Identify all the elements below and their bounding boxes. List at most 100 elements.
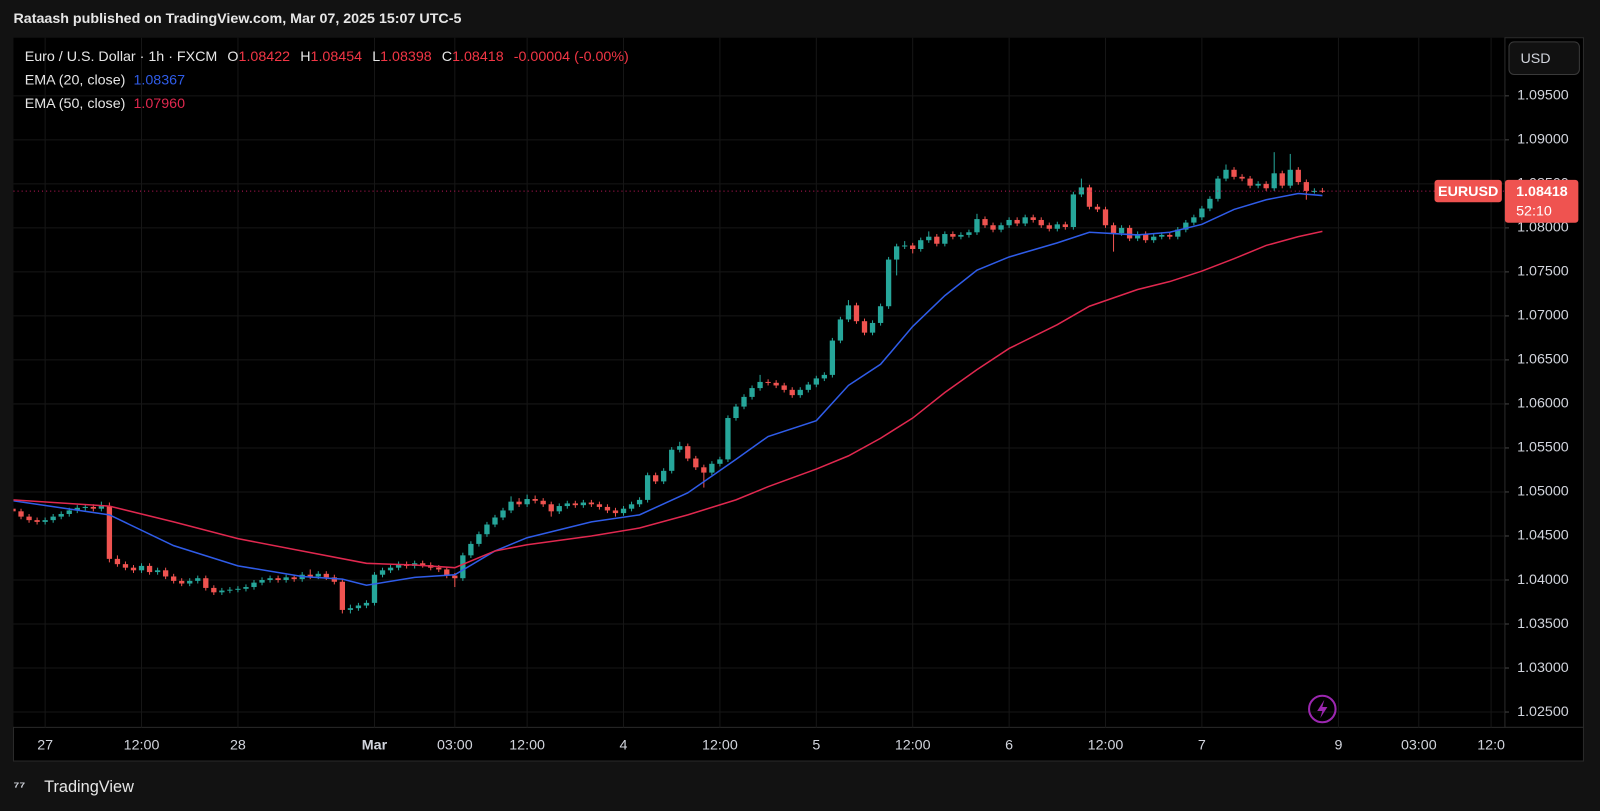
candle-body	[725, 418, 731, 460]
x-tick-label: 9	[1334, 737, 1342, 753]
candle-body	[869, 322, 876, 333]
candle-body	[508, 501, 514, 511]
candle-body	[781, 385, 787, 390]
candle-body	[588, 502, 595, 505]
candle-body	[227, 589, 233, 591]
candle-body	[773, 382, 779, 386]
change-pct: (-0.00%)	[574, 49, 629, 65]
symbol-tag-bg	[1434, 179, 1502, 203]
ema-name: EMA (50, close)	[25, 96, 126, 112]
currency-button[interactable]	[1508, 41, 1580, 75]
candle-body	[460, 555, 466, 579]
candle-body	[34, 520, 40, 522]
currency[interactable]: USD	[1520, 51, 1550, 67]
x-tick-label: 12:00	[1088, 737, 1124, 753]
candle-body	[661, 470, 667, 482]
candle-body	[74, 507, 80, 511]
candle-body	[572, 503, 578, 506]
legend-ema50: EMA (50, close) 1.07960	[25, 96, 185, 112]
candle-body	[556, 506, 562, 512]
candle-body	[1046, 225, 1052, 229]
ema-name: EMA (20, close)	[25, 72, 126, 88]
candle-body	[13, 508, 16, 512]
legend-ohlc: Euro / U.S. Dollar · 1h · FXCM O1.08422 …	[25, 49, 629, 65]
alert-icon[interactable]	[1308, 694, 1337, 724]
brand-logo: ⁷⁷	[13, 779, 25, 795]
candle-body	[805, 384, 811, 390]
candle-body	[171, 576, 177, 581]
ema-line	[13, 230, 1323, 569]
candle-body	[604, 506, 611, 511]
candle-body	[1263, 183, 1269, 189]
candle-body	[1231, 169, 1237, 177]
x-tick-label: 12:00	[895, 737, 931, 753]
candle-body	[910, 245, 916, 250]
candle-body	[1151, 236, 1157, 241]
candle-body	[18, 511, 24, 517]
candle-body	[934, 236, 940, 244]
high-label: H	[300, 49, 310, 65]
y-tick-label: 1.07500	[1517, 264, 1569, 280]
candle-body	[620, 508, 627, 514]
candle-body	[982, 219, 988, 226]
candle-body	[564, 503, 570, 507]
candle-body	[331, 577, 337, 582]
candle-body	[339, 581, 346, 610]
candle-body	[162, 570, 169, 577]
candle-body	[1126, 227, 1133, 239]
candle-body	[1271, 173, 1277, 189]
x-tick-label: 12:00	[124, 737, 160, 753]
candle-body	[636, 499, 643, 505]
candle-body	[1295, 169, 1301, 183]
candle-body	[106, 506, 113, 559]
candle-body	[998, 225, 1004, 230]
candle-body	[307, 574, 313, 577]
marks	[13, 152, 1505, 614]
candle-body	[444, 569, 450, 576]
candle-body	[58, 513, 64, 517]
candle-body	[628, 504, 635, 509]
candle-body	[1247, 178, 1253, 186]
symbol: Euro / U.S. Dollar · 1h · FXCM	[25, 49, 218, 65]
candle-body	[1287, 169, 1293, 186]
candle-body	[652, 475, 659, 482]
candle-body	[347, 608, 354, 610]
candle-body	[1311, 190, 1318, 192]
x-tick-label: 12:00	[702, 737, 738, 753]
candle-body	[291, 577, 297, 580]
candle-body	[1199, 208, 1205, 218]
candle-body	[877, 306, 884, 323]
candle-body	[114, 558, 121, 565]
candle-body	[1167, 234, 1173, 237]
candle-body	[122, 564, 129, 568]
y-tick-label: 1.03000	[1517, 660, 1569, 676]
candle-body	[219, 590, 225, 593]
candle-body	[942, 234, 948, 244]
candle-body	[130, 567, 137, 571]
time-axis	[12, 726, 1584, 762]
candle-body	[363, 602, 370, 606]
candle-body	[468, 543, 474, 556]
candle-body	[893, 246, 900, 260]
candle-body	[717, 459, 723, 464]
candle-body	[532, 499, 538, 501]
header: Rataash published on TradingView.com, Ma…	[13, 11, 461, 27]
candle-body	[580, 502, 587, 506]
x-tick-label: 03:00	[437, 737, 473, 753]
low-label: L	[372, 49, 380, 65]
candle-body	[1102, 209, 1109, 226]
x-tick-label: 6	[1005, 737, 1013, 753]
candle-body	[902, 245, 908, 247]
candle-body	[1118, 227, 1125, 234]
candle-body	[757, 381, 763, 389]
candle-body	[958, 234, 964, 237]
countdown: 52:10	[1516, 203, 1552, 219]
x-tick-label: 12:0	[1477, 737, 1505, 753]
x-tick-label: 7	[1198, 737, 1206, 753]
candle-body	[709, 463, 715, 473]
candle-body	[98, 506, 105, 509]
candle-body	[548, 504, 554, 512]
candle-body	[387, 567, 394, 571]
candle-body	[379, 570, 386, 575]
